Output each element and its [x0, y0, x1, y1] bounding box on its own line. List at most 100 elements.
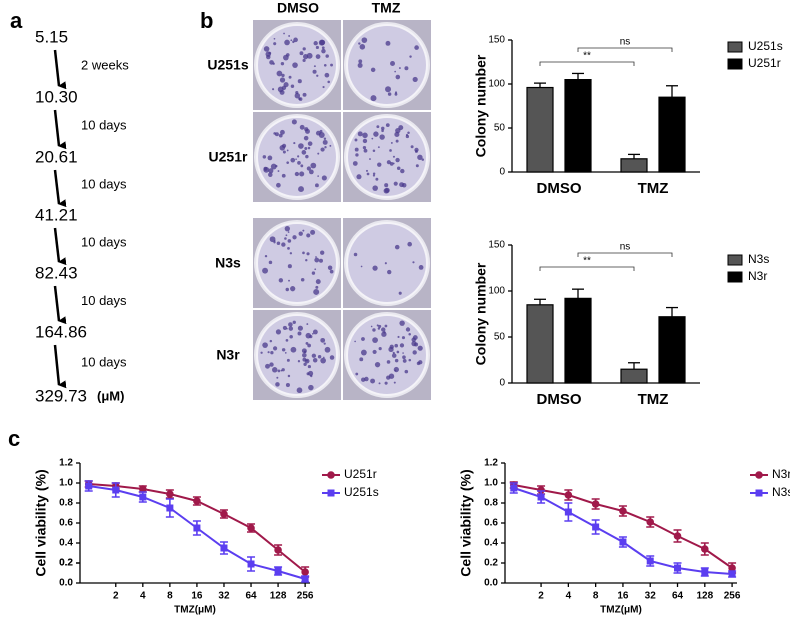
colony-dot [381, 126, 385, 131]
colony-dot [307, 141, 313, 146]
data-point [85, 482, 93, 490]
interval: 10 days [81, 354, 127, 369]
legend-label: N3r [748, 269, 767, 283]
data-point [592, 523, 600, 531]
colony-dot [263, 166, 268, 171]
panel-label: c [8, 426, 20, 451]
colony-dot [315, 45, 319, 50]
colony-dot [411, 341, 417, 347]
colony-dot [407, 131, 410, 134]
colony-dot [395, 127, 401, 134]
y-tick-label: 0.2 [59, 558, 73, 569]
colony-dot [297, 331, 302, 336]
colony-dot [356, 174, 362, 180]
colony-dot [398, 291, 402, 295]
colony-dot [269, 60, 274, 65]
colony-dot [310, 229, 316, 235]
colony-dot [320, 250, 325, 255]
colony-dot [286, 358, 290, 362]
colony-dot [369, 158, 371, 160]
colony-dot [306, 166, 312, 171]
column-header: TMZ [372, 0, 401, 16]
colony-dot [394, 343, 399, 348]
colony-dot [315, 279, 321, 285]
colony-dot [321, 48, 326, 54]
legend-swatch [727, 254, 743, 266]
colony-dot [273, 132, 277, 135]
legend-label: U251r [748, 56, 781, 70]
colony-dot [394, 244, 400, 250]
colony-dot [302, 58, 306, 63]
row-label: N3r [216, 347, 240, 363]
colony-dot [275, 164, 278, 168]
y-axis-label: Cell viability (%) [458, 469, 474, 576]
y-tick-label: 0.2 [484, 558, 498, 569]
y-axis-label: Cell viability (%) [33, 469, 49, 576]
colony-dot [295, 158, 297, 160]
colony-dot [313, 41, 318, 46]
colony-dot [392, 155, 395, 158]
bar [620, 158, 648, 173]
colony-dot [269, 339, 273, 343]
y-tick-label: 0 [499, 167, 505, 178]
data-point [564, 491, 573, 499]
colony-dot [292, 62, 298, 68]
colony-dot [299, 124, 305, 130]
colony-dot [315, 54, 321, 59]
colony-dot [310, 162, 317, 169]
colony-dot [306, 233, 311, 238]
colony-dot [391, 353, 397, 358]
y-tick-label: 0.6 [484, 518, 498, 529]
dose: 5.15 [35, 27, 68, 46]
colony-dot [354, 138, 358, 142]
data-point [139, 485, 147, 493]
data-point [139, 493, 147, 501]
colony-dot [395, 74, 401, 80]
bar [658, 316, 686, 384]
colony-dot [399, 320, 405, 326]
colony-dot [317, 175, 319, 177]
colony-dot [395, 139, 399, 143]
colony-dot [407, 241, 412, 247]
colony-dot [288, 322, 293, 327]
colony-dot [319, 129, 323, 133]
colony-dot [372, 172, 376, 176]
x-tick-label: 32 [218, 591, 230, 602]
colony-dot [315, 285, 319, 289]
colony-dot [329, 269, 334, 274]
colony-dot [307, 364, 311, 369]
interval: 2 weeks [81, 57, 129, 72]
data-point [193, 497, 201, 505]
colony-dot [354, 147, 359, 152]
dish [348, 224, 426, 302]
colony-dot [360, 265, 363, 268]
colony-dot [298, 143, 304, 149]
colony-dot [381, 327, 386, 332]
colony-dot [302, 229, 305, 232]
data-point [537, 486, 545, 494]
colony-dot [293, 142, 296, 145]
dose: 20.61 [35, 147, 78, 166]
colony-dot [275, 329, 282, 335]
colony-dot [282, 150, 286, 154]
colony-dot [362, 132, 368, 139]
data-point [619, 538, 627, 546]
significance-bracket [577, 47, 673, 52]
colony-dot [273, 42, 277, 46]
colony-dot [390, 141, 393, 144]
colony-dot [372, 265, 378, 271]
colony-dot [414, 45, 419, 50]
colony-dot [306, 323, 309, 325]
colony-dot [323, 137, 327, 140]
colony-dot [290, 286, 296, 292]
interval: 10 days [81, 293, 127, 308]
data-point [728, 570, 736, 578]
colony-dot [372, 349, 377, 355]
colony-dot [301, 150, 307, 155]
colony-dot [321, 175, 327, 181]
colony-dot [303, 135, 309, 141]
colony-dot [305, 128, 310, 134]
colony-dot [412, 76, 418, 83]
colony-dot [296, 387, 303, 394]
colony-dot [283, 54, 289, 61]
